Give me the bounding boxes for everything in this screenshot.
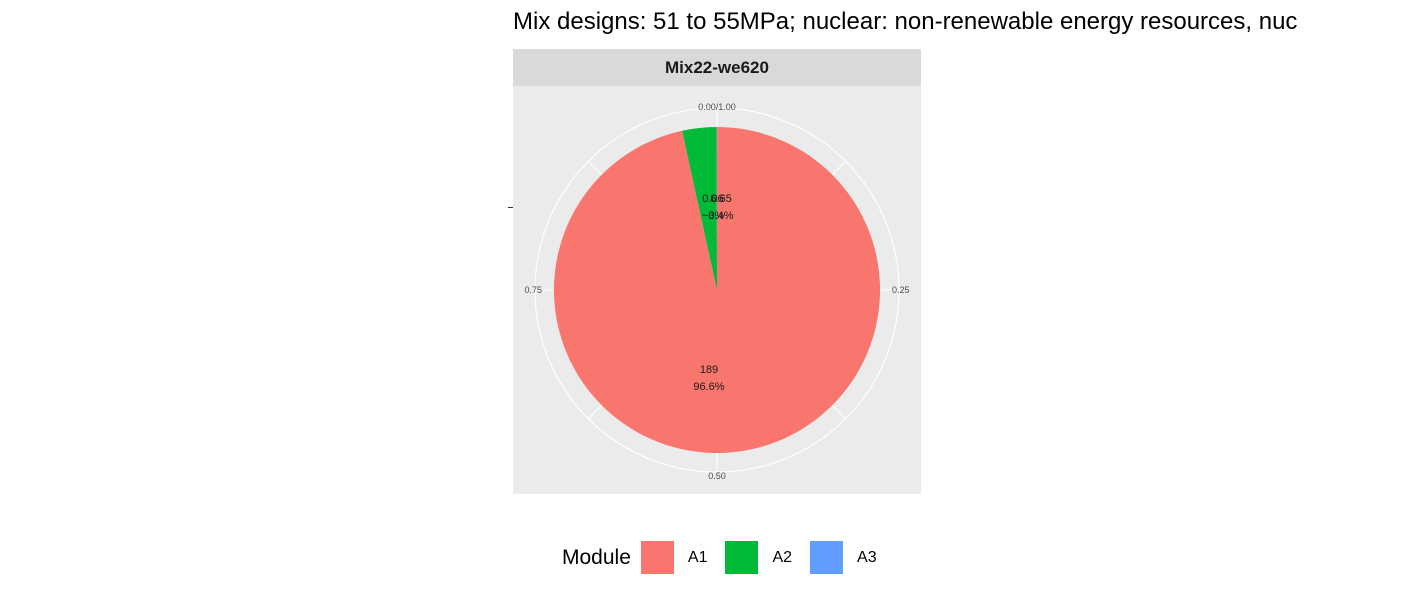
theta-tick-label-0: 0.00/1.00 <box>698 102 736 112</box>
y-axis-tick <box>508 207 514 208</box>
slice-percent-label-a1: 96.6% <box>693 381 724 393</box>
chart-title: Mix designs: 51 to 55MPa; nuclear: non-r… <box>513 8 1298 35</box>
legend-item-a1: A1 <box>640 541 708 574</box>
legend-key-a2 <box>725 541 759 574</box>
grid-ring <box>534 107 900 473</box>
slice-percent-label-a3: ~0% <box>702 210 725 222</box>
pie-slice-a2 <box>682 127 717 290</box>
theta-tick-label-2: 0.50 <box>708 471 726 481</box>
facet-strip-label: Mix22-we620 <box>513 49 921 86</box>
slice-value-label-a3: 0.06 <box>702 193 723 205</box>
legend-label-a2: A2 <box>772 548 793 566</box>
slice-value-label-a1: 189 <box>700 364 718 376</box>
legend-item-a3: A3 <box>810 541 877 574</box>
legend-item-a2: A2 <box>725 541 792 574</box>
legend: Module A1 A2 A3 <box>562 540 895 575</box>
slice-percent-label-a2: 3.4% <box>708 210 733 222</box>
legend-label-a1: A1 <box>687 548 708 566</box>
legend-label-a3: A3 <box>857 548 877 566</box>
slice-value-label-a2: 6.65 <box>710 193 731 205</box>
pie-chart: 189 96.6% 6.65 3.4% 0.06 ~0% 0.00/1.00 0.25 0.50… <box>524 102 910 481</box>
facet-panel: Mix22-we620 189 96.6% 6.65 3.4% 0.06 ~0% 0.00/… <box>513 49 921 494</box>
legend-key-a3 <box>810 541 844 574</box>
legend-key-a1 <box>640 541 674 574</box>
plot-area: 189 96.6% 6.65 3.4% 0.06 ~0% 0.00/1.00 0.25 0.50… <box>513 86 921 494</box>
legend-title: Module <box>562 545 631 569</box>
theta-tick-label-1: 0.25 <box>892 285 910 295</box>
theta-tick-label-3: 0.75 <box>524 285 542 295</box>
